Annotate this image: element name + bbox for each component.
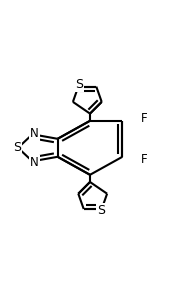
Text: N: N	[30, 127, 39, 140]
Text: S: S	[75, 78, 83, 91]
Text: F: F	[141, 153, 147, 166]
Text: S: S	[13, 141, 21, 154]
Text: S: S	[97, 204, 105, 217]
Text: F: F	[141, 112, 147, 125]
Text: N: N	[30, 156, 39, 169]
